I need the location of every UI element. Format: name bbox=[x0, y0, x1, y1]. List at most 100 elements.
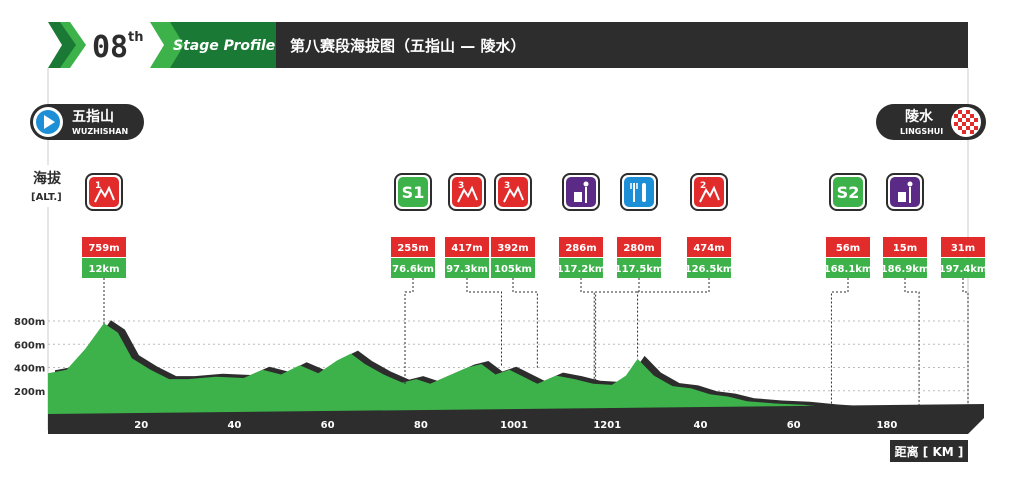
checker-square bbox=[962, 126, 966, 130]
marker-connector bbox=[962, 278, 969, 411]
finish-name-en: LINGSHUI bbox=[900, 127, 943, 136]
start-name: 五指山 bbox=[72, 108, 114, 125]
profile-area bbox=[48, 323, 968, 414]
marker-km-box bbox=[617, 258, 661, 278]
start-badge: 五指山 WUZHISHAN bbox=[30, 104, 144, 140]
marker-alt-box bbox=[883, 237, 927, 257]
checkered-flag-icon bbox=[954, 110, 978, 134]
y-axis-label: 海拔 bbox=[33, 170, 62, 187]
checker-square bbox=[970, 126, 974, 130]
marker-alt-box bbox=[559, 237, 603, 257]
marker-connector bbox=[830, 278, 849, 408]
marker-distance: 186.9km bbox=[881, 264, 930, 275]
marker-feed: 280m 117.5km bbox=[595, 173, 663, 382]
marker-km-box bbox=[391, 258, 435, 278]
checker-square bbox=[966, 122, 970, 126]
header-title-bar bbox=[276, 22, 968, 68]
marker-finish: 31m 197.4km bbox=[939, 237, 987, 411]
marker-distance: 117.2km bbox=[557, 264, 606, 275]
marker-altitude: 392m bbox=[497, 243, 528, 254]
stage-number: 08 bbox=[92, 30, 128, 65]
mountain-shape bbox=[503, 185, 524, 203]
mountain-shape bbox=[699, 185, 720, 203]
x-tick-label: 60 bbox=[787, 420, 801, 431]
x-tick-label: 20 bbox=[134, 420, 148, 431]
marker-alt-box bbox=[687, 237, 731, 257]
marker-litter: 286m 117.2km bbox=[557, 173, 606, 381]
climb-category: 2 bbox=[700, 181, 706, 191]
checker-square bbox=[958, 122, 962, 126]
checker-square bbox=[966, 118, 970, 122]
mountain-icon bbox=[694, 177, 724, 207]
y-tick-label: 800m bbox=[14, 317, 45, 328]
checker-square bbox=[974, 126, 978, 130]
marker-km-box bbox=[941, 258, 985, 278]
mountain-icon bbox=[452, 177, 482, 207]
marker-alt-box bbox=[617, 237, 661, 257]
checker-square bbox=[954, 118, 958, 122]
checker-square bbox=[970, 118, 974, 122]
mountain-icon bbox=[89, 177, 119, 207]
checker-square bbox=[974, 114, 978, 118]
marker-alt-box bbox=[941, 237, 985, 257]
x-tick-label: 180 bbox=[876, 420, 897, 431]
marker-distance: 105km bbox=[494, 264, 532, 275]
feed-zone-icon bbox=[624, 177, 654, 207]
marker-altitude: 280m bbox=[623, 243, 654, 254]
checker-square bbox=[958, 130, 962, 134]
marker-climb: 2 474m 126.5km bbox=[637, 173, 733, 359]
sprint-icon bbox=[833, 177, 863, 207]
checker-square bbox=[966, 130, 970, 134]
checker-square bbox=[962, 114, 966, 118]
checker-square bbox=[970, 122, 974, 126]
checker-square bbox=[966, 126, 970, 130]
marker-climb: 3 417m 97.3km bbox=[445, 173, 502, 366]
marker-altitude: 56m bbox=[836, 243, 860, 254]
checker-square bbox=[962, 118, 966, 122]
checker-square bbox=[966, 110, 970, 114]
checker-square bbox=[974, 118, 978, 122]
x-axis-label: 距离 [ KM ] bbox=[895, 444, 964, 459]
start-name-en: WUZHISHAN bbox=[72, 127, 128, 136]
checker-square bbox=[958, 114, 962, 118]
checker-square bbox=[962, 130, 966, 134]
person-head bbox=[907, 181, 913, 187]
checker-square bbox=[954, 126, 958, 130]
x-tick-label: 40 bbox=[694, 420, 708, 431]
mountain-shape bbox=[457, 185, 478, 203]
marker-alt-box bbox=[82, 237, 126, 257]
checker-square bbox=[954, 114, 958, 118]
marker-km-box bbox=[883, 258, 927, 278]
y-tick-label: 600m bbox=[14, 340, 45, 351]
mountain-icon bbox=[498, 177, 528, 207]
marker-climb: 3 392m 105km bbox=[491, 173, 538, 369]
y-tick-label: 400m bbox=[14, 364, 45, 375]
marker-connector bbox=[904, 278, 920, 413]
checker-square bbox=[958, 118, 962, 122]
y-axis-title: 海拔 [ALT.] bbox=[28, 165, 70, 207]
checker-square bbox=[954, 122, 958, 126]
climb-category: 3 bbox=[504, 181, 510, 191]
marker-km-box bbox=[82, 258, 126, 278]
checker-square bbox=[958, 126, 962, 130]
checker-square bbox=[970, 110, 974, 114]
marker-alt-box bbox=[491, 237, 535, 257]
marker-altitude: 15m bbox=[893, 243, 917, 254]
markers: 1 759m 12km S1 255m 76.6km 3 417m 97.3km 3 392m 105… bbox=[82, 173, 987, 413]
marker-litter: 15m 186.9km bbox=[881, 173, 930, 413]
stage-suffix: th bbox=[128, 30, 143, 45]
marker-altitude: 31m bbox=[951, 243, 975, 254]
marker-km-box bbox=[559, 258, 603, 278]
checker-square bbox=[966, 114, 970, 118]
marker-connector bbox=[595, 278, 640, 382]
knife-shape bbox=[642, 183, 646, 202]
marker-km-box bbox=[445, 258, 489, 278]
sprint-category: S2 bbox=[837, 183, 860, 202]
checker-square bbox=[970, 130, 974, 134]
marker-km-box bbox=[687, 258, 731, 278]
checker-square bbox=[970, 114, 974, 118]
stage-label-banner bbox=[152, 22, 276, 68]
marker-connector bbox=[637, 278, 710, 359]
sprint-icon bbox=[398, 177, 428, 207]
elevation-profile bbox=[48, 320, 975, 414]
